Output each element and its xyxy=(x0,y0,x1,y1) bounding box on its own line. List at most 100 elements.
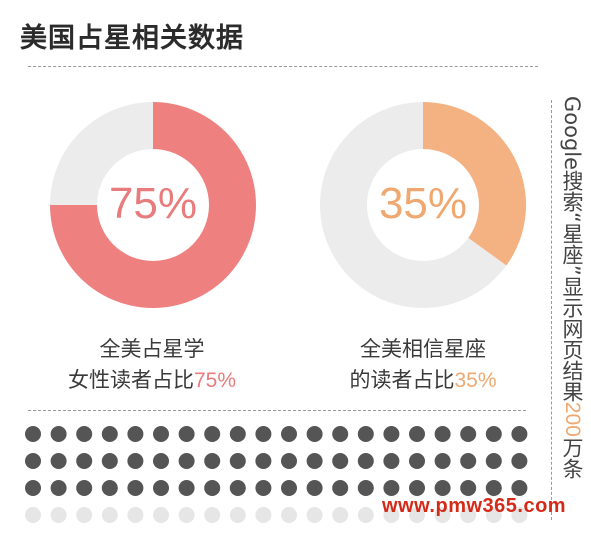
dot xyxy=(204,426,221,442)
dot xyxy=(511,507,528,523)
dot xyxy=(332,507,349,523)
dot xyxy=(25,426,41,442)
caption-believers-value: 35% xyxy=(454,369,497,392)
donut-believers-label: 35% xyxy=(378,179,468,228)
dot xyxy=(153,507,169,523)
dot xyxy=(229,453,246,469)
dot xyxy=(101,453,118,469)
side-note: Google搜索“星座”显示网页结果200万条 xyxy=(555,96,589,528)
dot xyxy=(229,507,246,523)
dot xyxy=(485,426,502,442)
donut-chart-women xyxy=(50,102,256,308)
dot xyxy=(50,480,67,496)
dot xyxy=(511,426,528,442)
dot xyxy=(306,480,323,496)
dot xyxy=(409,453,425,469)
caption-women-text: 女性读者占比 xyxy=(67,368,194,392)
dot xyxy=(76,426,93,442)
dot xyxy=(153,480,169,496)
dot xyxy=(409,507,425,523)
dot xyxy=(178,480,195,496)
dot xyxy=(204,453,221,469)
dot xyxy=(50,426,67,442)
caption-believers: 全美相信星座 的读者占比35% xyxy=(298,334,548,396)
dot xyxy=(281,453,297,469)
side-divider xyxy=(551,100,552,520)
dot xyxy=(383,507,400,523)
dot xyxy=(281,480,297,496)
middle-divider xyxy=(28,410,526,411)
dot xyxy=(357,507,374,523)
dot xyxy=(460,507,477,523)
dot xyxy=(153,426,169,442)
caption-believers-line2: 的读者占比35% xyxy=(298,365,548,396)
dot xyxy=(127,426,144,442)
dot xyxy=(434,426,451,442)
top-divider xyxy=(28,66,538,67)
dot xyxy=(485,480,502,496)
dot xyxy=(383,426,400,442)
dot xyxy=(76,507,93,523)
dot xyxy=(204,480,221,496)
side-note-suffix: 万条 xyxy=(560,436,584,479)
dot xyxy=(25,480,41,496)
dot xyxy=(229,426,246,442)
dot xyxy=(281,426,297,442)
dot xyxy=(357,426,374,442)
dot xyxy=(434,453,451,469)
caption-women-value: 75% xyxy=(193,369,237,392)
page-title: 美国占星相关数据 xyxy=(20,23,244,54)
dot xyxy=(204,507,221,523)
dot xyxy=(409,480,425,496)
dot xyxy=(178,453,195,469)
dot xyxy=(255,480,272,496)
dot xyxy=(357,453,374,469)
dot xyxy=(127,507,144,523)
dot xyxy=(306,453,323,469)
dot xyxy=(332,480,349,496)
dot xyxy=(460,453,477,469)
dot xyxy=(25,507,41,523)
dot xyxy=(255,507,272,523)
watermark-logo: www.pmw365.com xyxy=(382,495,567,517)
dot xyxy=(306,507,323,523)
dot xyxy=(127,453,144,469)
donut-women-hole xyxy=(97,149,209,261)
dot xyxy=(434,507,451,523)
dot xyxy=(460,426,477,442)
dot xyxy=(101,426,118,442)
dot xyxy=(153,453,169,469)
dot xyxy=(434,480,451,496)
dot xyxy=(485,453,502,469)
dot xyxy=(50,507,67,523)
dot xyxy=(306,426,323,442)
side-note-prefix: Google搜索“星座”显示网页结果 xyxy=(560,96,584,402)
dot xyxy=(383,453,400,469)
dot xyxy=(255,453,272,469)
caption-believers-line1: 全美相信星座 xyxy=(360,337,486,361)
dot xyxy=(76,480,93,496)
dot xyxy=(511,480,528,496)
dot-grid xyxy=(25,426,528,523)
dot xyxy=(178,426,195,442)
caption-believers-text: 的读者占比 xyxy=(349,368,455,392)
dot xyxy=(281,507,297,523)
dot xyxy=(229,480,246,496)
dot xyxy=(50,453,67,469)
dot xyxy=(332,453,349,469)
caption-women: 全美占星学 女性读者占比75% xyxy=(27,334,277,396)
dot xyxy=(409,426,425,442)
dot xyxy=(101,480,118,496)
dot xyxy=(485,507,502,523)
dot xyxy=(332,426,349,442)
dot xyxy=(25,453,41,469)
dot xyxy=(76,453,93,469)
dot xyxy=(511,453,528,469)
dot xyxy=(101,507,118,523)
dot xyxy=(460,480,477,496)
dot xyxy=(255,426,272,442)
caption-women-line1: 全美占星学 xyxy=(99,337,205,361)
donut-chart-believers xyxy=(319,102,526,308)
dot xyxy=(178,507,195,523)
donut-women-label: 75% xyxy=(108,179,198,228)
